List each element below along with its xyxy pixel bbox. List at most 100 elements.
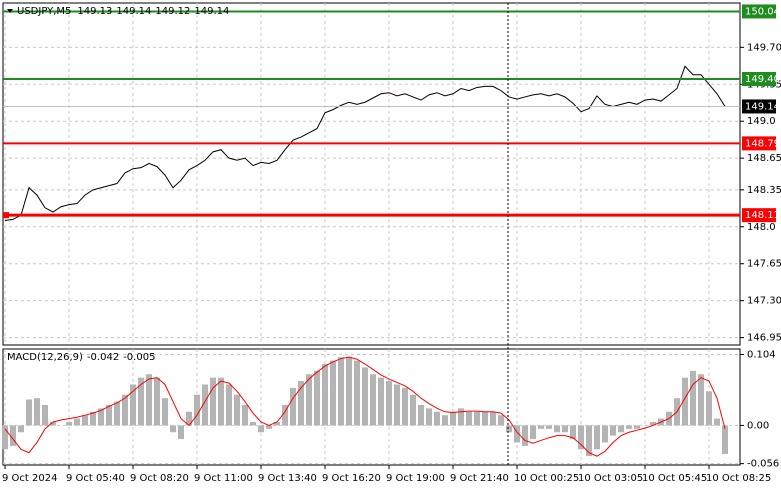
macd-bar [618,425,624,433]
macd-bar [274,422,280,426]
macd-bar [370,374,376,426]
level-label-box [742,72,776,86]
macd-bar [178,425,184,440]
bid-label: 149.14 [745,101,780,112]
macd-bar [26,399,32,426]
macd-bar [258,425,264,433]
price-header: USDJPY,M5 149.13 149.14 149.12 149.14 [17,6,229,17]
macd-bar [234,394,240,426]
x-tick-label: 9 Oct 11:00 [194,473,253,484]
macd-bar [442,415,448,426]
plot-layer: 9 Oct 2024 9 Oct 05:40 9 Oct 08:20 9 Oct 11… [2,3,781,484]
macd-bar [18,425,24,433]
macd-value: -0.042 [87,352,119,363]
y-tick-label: 148.0 [747,222,776,233]
level-label: 149.40 [745,74,780,85]
macd-bar [90,411,96,426]
macd-bar [146,374,152,426]
macd-bar [130,384,136,426]
macd-bar [106,404,112,426]
macd-bar [218,377,224,426]
macd-bar [122,394,128,426]
y-tick-label: 148.65 [747,153,781,164]
macd-bar [202,384,208,426]
macd-bar [594,425,600,450]
macd-bar [586,425,592,457]
signal-value: -0.005 [123,352,155,363]
macd-bar [194,394,200,426]
macd-bar [362,367,368,426]
y-tick-label: 0.104 [747,349,776,360]
macd-bar [394,384,400,426]
macd-bar [698,374,704,426]
y-tick-label: 149.0 [747,116,776,127]
y-tick-label: 146.95 [747,333,781,344]
macd-bar [466,411,472,426]
y-tick-label: -0.056 [747,459,779,470]
x-tick-label: 9 Oct 19:00 [386,473,445,484]
macd-bar [98,408,104,426]
level-label: 148.11 [745,210,780,221]
x-tick-label: 10 Oct 03:05 [578,473,643,484]
macd-bar [226,384,232,426]
symbol: USDJPY,M5 [17,6,71,17]
macd-bar [482,411,488,426]
macd-bar [634,425,640,429]
macd-bar [522,425,528,446]
x-tick-label: 9 Oct 05:40 [66,473,125,484]
macd-bar [338,357,344,426]
macd-bar [626,425,632,429]
macd-bar [682,377,688,426]
macd-bar [650,422,656,426]
header-icon [7,9,13,13]
macd-bar [434,411,440,426]
signal-line [4,356,726,457]
y-tick-label: 147.65 [747,259,781,270]
macd-bar [722,425,728,455]
x-tick-label: 9 Oct 21:40 [450,473,509,484]
macd-bar [266,425,272,429]
macd-title: MACD(12,26,9) [7,352,83,363]
x-tick-label: 9 Oct 2024 [2,473,57,484]
macd-bar [562,425,568,433]
bid-label-box [742,99,776,114]
x-tick-label: 9 Oct 13:40 [258,473,317,484]
macd-bar [2,425,8,450]
macd-bar [578,425,584,450]
ohlc-close: 149.14 [194,6,229,17]
macd-bar [450,411,456,426]
macd-bar [162,398,168,426]
macd-bar [714,418,720,426]
macd-bar [42,404,48,426]
macd-bar [690,370,696,426]
macd-bar [418,404,424,426]
macd-bar [530,425,536,440]
macd-bar [210,377,216,426]
y-tick-label: 0.00 [747,420,769,431]
macd-bar [346,357,352,426]
macd-bar [546,425,552,429]
macd-bar [298,381,304,426]
macd-bar [386,381,392,426]
macd-bar [330,360,336,426]
macd-bar [602,425,608,443]
macd-bar [498,415,504,426]
level-label: 150.04 [745,6,780,17]
macd-bar [610,425,616,436]
x-tick-label: 10 Oct 00:25 [514,473,579,484]
x-tick-label: 9 Oct 08:20 [130,473,189,484]
macd-bar [378,377,384,426]
level-marker [3,212,9,219]
level-label-box [742,208,776,223]
macd-bar [506,425,512,433]
macd-bar [458,408,464,426]
macd-bar [74,418,80,426]
macd-bar [282,404,288,426]
macd-bar [554,425,560,433]
macd-bar [138,377,144,426]
macd-bar [250,422,256,426]
ohlc-open: 149.13 [77,6,112,17]
level-label-box [742,136,776,151]
macd-bar [66,422,72,426]
macd-bar [50,422,56,426]
